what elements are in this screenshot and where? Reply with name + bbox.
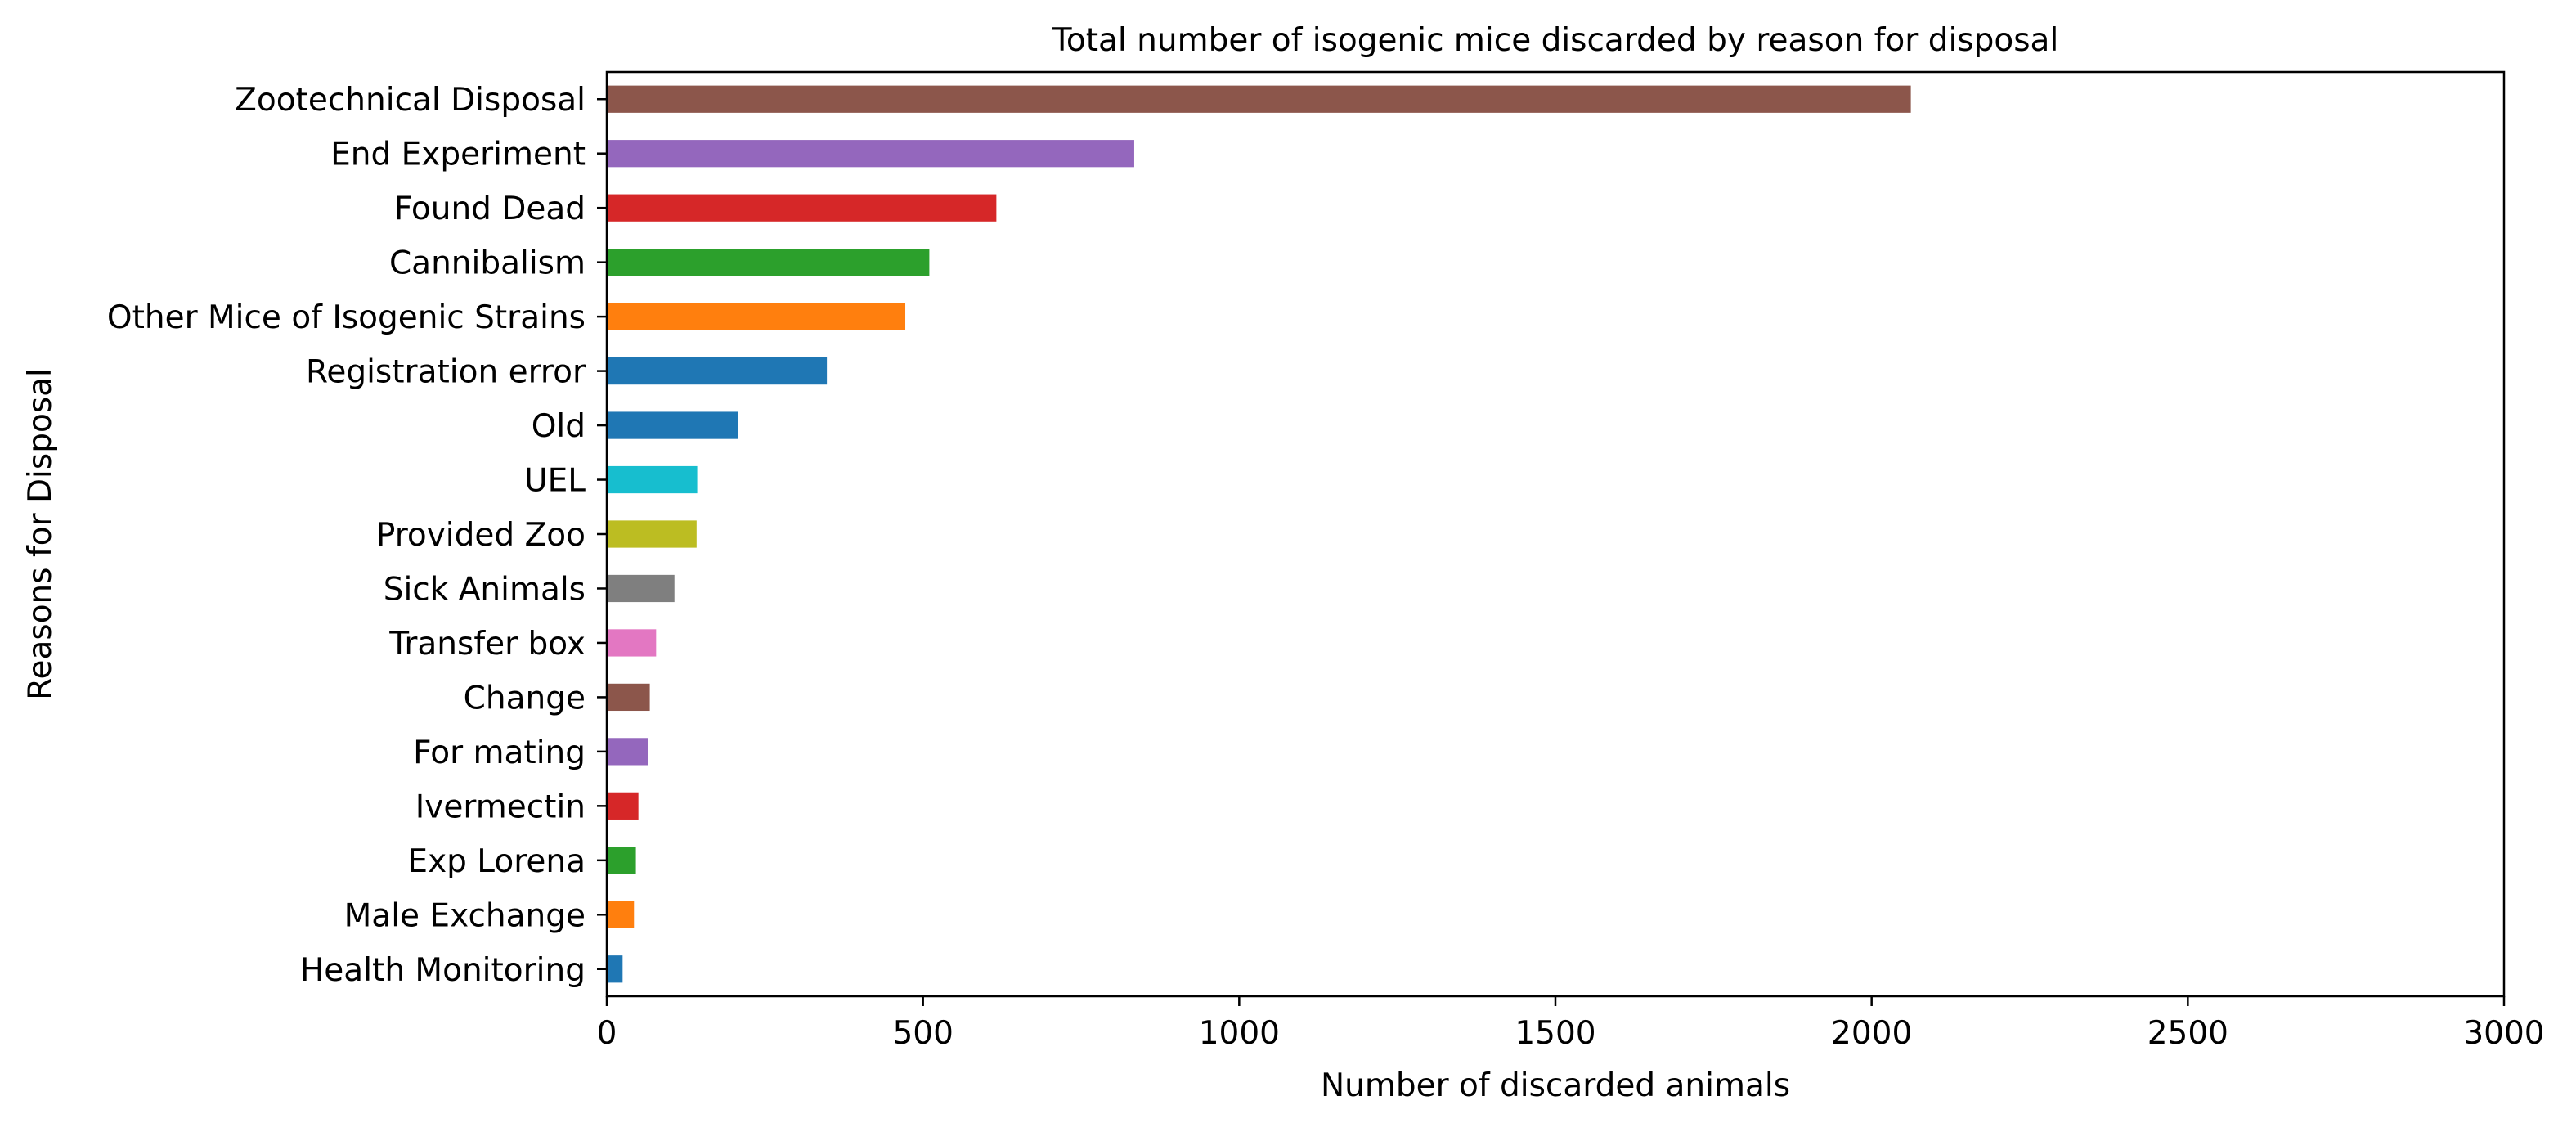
x-axis-label: Number of discarded animals	[1321, 1067, 1790, 1104]
x-tick-label: 2000	[1831, 1015, 1912, 1052]
x-axis-ticks: 0 500 1000 1500 2000 2500 3000	[597, 996, 2545, 1052]
y-axis-label: Reasons for Disposal	[22, 368, 59, 700]
y-tick-label: Male Exchange	[344, 897, 586, 934]
y-tick-label: Provided Zoo	[376, 517, 586, 554]
bar-exp-lorena	[607, 847, 636, 874]
y-tick-label: Health Monitoring	[300, 952, 586, 989]
bar-old	[607, 411, 738, 439]
bar-health-monitoring	[607, 955, 623, 983]
y-tick-label: Ivermectin	[415, 788, 586, 825]
bar-provided-zoo	[607, 520, 697, 548]
bar-transfer-box	[607, 629, 657, 657]
plot-frame	[605, 70, 2506, 998]
y-tick-label: UEL	[524, 463, 586, 500]
bar-cannibalism	[607, 249, 930, 276]
x-tick-label: 3000	[2463, 1015, 2544, 1052]
y-tick-label: For mating	[413, 734, 586, 771]
x-tick-label: 500	[892, 1015, 953, 1052]
x-tick-label: 1000	[1199, 1015, 1280, 1052]
x-tick-label: 1500	[1515, 1015, 1595, 1052]
bar-other-mice-of-isogenic-strains	[607, 303, 906, 330]
bar-zootechnical-disposal	[607, 85, 1911, 113]
y-tick-label: Exp Lorena	[407, 843, 586, 880]
chart-title: Total number of isogenic mice discarded …	[1052, 22, 2059, 59]
y-tick-label: Found Dead	[394, 191, 586, 227]
x-tick-label: 2500	[2147, 1015, 2228, 1052]
y-tick-label: End Experiment	[330, 137, 586, 173]
y-tick-label: Old	[532, 408, 586, 445]
y-tick-label: Sick Animals	[384, 571, 586, 608]
y-tick-label: Zootechnical Disposal	[235, 82, 586, 119]
bar-found-dead	[607, 194, 997, 222]
bar-change	[607, 683, 650, 712]
bar-for-mating	[607, 738, 648, 766]
bars-group	[607, 85, 1911, 983]
bar-male-exchange	[607, 901, 635, 928]
y-tick-label: Registration error	[306, 354, 586, 391]
bar-registration-error	[607, 357, 828, 385]
bar-sick-animals	[607, 574, 675, 603]
y-tick-label: Other Mice of Isogenic Strains	[107, 299, 586, 336]
x-tick-label: 0	[597, 1015, 617, 1052]
y-tick-label: Transfer box	[388, 626, 586, 663]
y-tick-label: Change	[464, 680, 586, 716]
bar-uel	[607, 465, 698, 494]
y-tick-label: Cannibalism	[389, 245, 586, 282]
bar-ivermectin	[607, 792, 639, 820]
y-axis-ticks: Zootechnical Disposal End Experiment Found…	[107, 82, 607, 989]
bar-end-experiment	[607, 140, 1134, 168]
